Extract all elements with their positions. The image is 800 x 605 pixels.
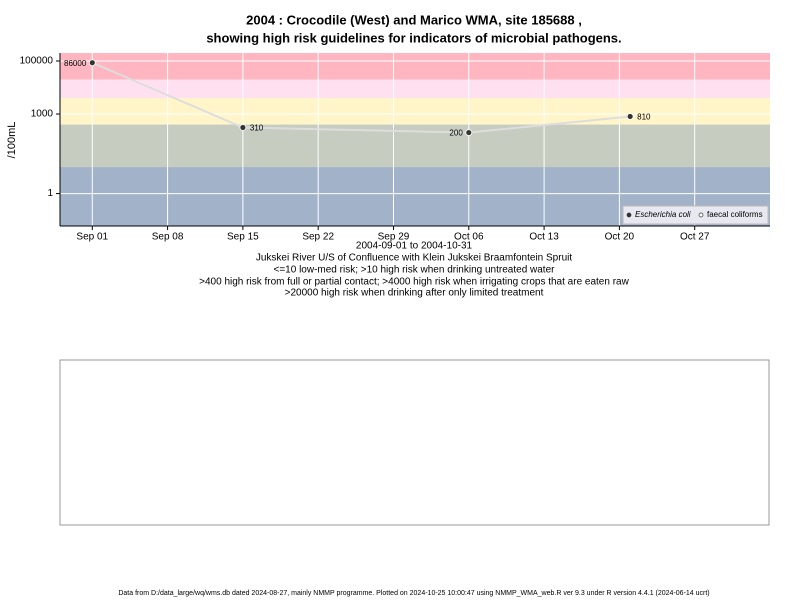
x-tick-label: Sep 29 xyxy=(378,232,410,243)
legend-label: faecal coliforms xyxy=(707,210,763,219)
x-tick-label: Sep 22 xyxy=(302,232,334,243)
risk-band xyxy=(60,98,770,125)
chart-title: 2004 : Crocodile (West) and Marico WMA, … xyxy=(246,12,582,27)
empty-panel xyxy=(59,359,770,526)
data-point xyxy=(239,124,247,131)
legend-box xyxy=(622,205,769,225)
data-label: 310 xyxy=(250,124,264,133)
plot-area: 1 1000 100000 Sep 01 Sep 08 Sep 15 Sep 22 Sep 2… xyxy=(20,53,770,243)
note: <=10 low-med risk; >10 high risk when dr… xyxy=(274,265,556,276)
risk-band xyxy=(60,79,770,99)
legend-label: Escherichia coli xyxy=(635,210,691,219)
y-tick-label: 1000 xyxy=(31,109,54,120)
data-point xyxy=(88,59,96,67)
data-label: 810 xyxy=(637,113,651,122)
data-label: 86000 xyxy=(64,59,87,68)
y-tick-label: 1 xyxy=(47,188,53,199)
x-tick-label: Oct 13 xyxy=(529,232,559,243)
x-tick-label: Sep 15 xyxy=(227,232,259,243)
x-tick-label: Oct 20 xyxy=(605,232,635,243)
footer: Data from D:/data_large/wq/wms.db dated … xyxy=(118,590,709,597)
data-point xyxy=(465,129,473,136)
x-axis-label: 2004-09-01 to 2004-10-31 xyxy=(356,241,473,252)
note: >20000 high risk when drinking after onl… xyxy=(285,288,544,299)
chart-subtitle: showing high risk guidelines for indicat… xyxy=(206,30,621,45)
x-tick-label: Sep 01 xyxy=(76,232,108,243)
x-tick-label: Oct 06 xyxy=(454,232,484,243)
y-tick-label: 100000 xyxy=(20,56,54,67)
data-point xyxy=(626,113,634,120)
risk-band xyxy=(60,53,770,80)
data-label: 200 xyxy=(449,129,463,138)
note: Jukskei River U/S of Confluence with Kle… xyxy=(256,253,572,264)
x-tick-label: Sep 08 xyxy=(152,232,184,243)
x-tick-label: Oct 27 xyxy=(680,232,710,243)
note: >400 high risk from full or partial cont… xyxy=(199,277,629,288)
y-axis-label: /100mL xyxy=(6,122,18,159)
legend-marker xyxy=(626,212,632,218)
legend-marker xyxy=(698,212,704,218)
series-line xyxy=(91,61,631,134)
